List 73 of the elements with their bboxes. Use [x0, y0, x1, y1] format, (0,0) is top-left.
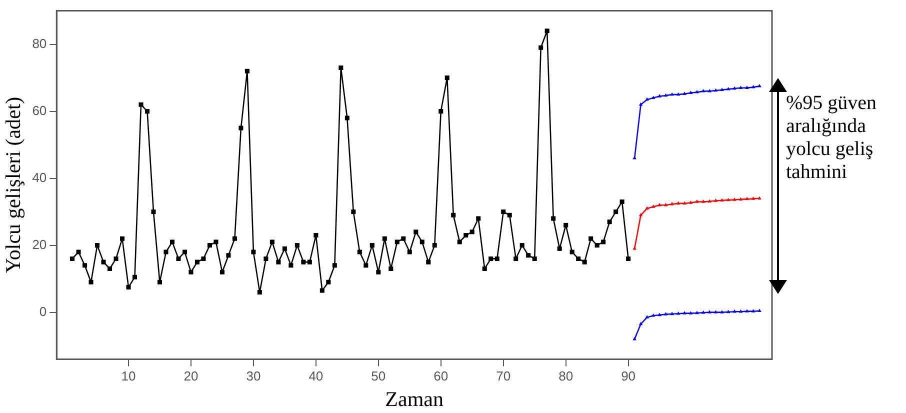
point [664, 202, 668, 206]
point [638, 102, 643, 106]
point [645, 206, 649, 210]
point [676, 311, 680, 315]
point [738, 86, 743, 89]
point [726, 198, 730, 202]
point [645, 315, 649, 318]
x-tick-label: 60 [434, 368, 448, 384]
point [676, 201, 680, 205]
x-tick-label: 80 [558, 368, 574, 384]
point [751, 84, 756, 88]
point [720, 198, 724, 202]
y-tick-label: 40 [32, 170, 47, 185]
y-tick-label: 80 [32, 36, 47, 51]
point [688, 200, 693, 204]
x-tick-label: 30 [246, 368, 261, 384]
point [651, 96, 656, 99]
point [664, 312, 668, 316]
point [720, 310, 724, 314]
point [695, 200, 699, 203]
point [714, 310, 718, 314]
point [720, 88, 724, 91]
point [745, 309, 749, 312]
x-tick-label: 90 [621, 368, 636, 384]
point [751, 309, 756, 312]
y-tick-label: 60 [32, 102, 47, 118]
point [708, 89, 712, 92]
point [651, 313, 656, 317]
point [682, 311, 686, 314]
point [758, 308, 762, 312]
point [726, 310, 730, 314]
y-axis-title: Yolcu gelişleri (adet) [1, 96, 26, 274]
x-axis-title: Zaman [385, 386, 444, 411]
point [638, 322, 643, 326]
point [732, 86, 736, 90]
y-tick-label: 20 [32, 236, 47, 252]
point [664, 93, 668, 97]
point [632, 156, 636, 160]
point [651, 204, 656, 208]
point [745, 86, 749, 89]
point [632, 246, 636, 250]
point [645, 97, 649, 101]
x-tick-label: 70 [496, 368, 511, 384]
text: %95 güven aralığında yolcu geliş tahmini [786, 92, 878, 184]
point [658, 94, 662, 98]
point [682, 201, 686, 205]
point [676, 92, 680, 96]
point [738, 197, 743, 201]
x-tick-label: 50 [371, 368, 386, 384]
point [758, 84, 762, 88]
point [732, 198, 736, 201]
point [688, 311, 693, 314]
point [726, 86, 730, 90]
point [638, 212, 643, 216]
point [708, 310, 712, 314]
point [751, 196, 756, 200]
point [695, 310, 699, 314]
point [714, 88, 718, 92]
point [695, 90, 699, 94]
x-tick-label: 20 [184, 368, 198, 384]
point [701, 89, 706, 92]
point [701, 200, 706, 203]
x-tick-label: 10 [121, 368, 136, 384]
point [688, 90, 693, 94]
point [714, 198, 718, 202]
x-tick-label: 40 [308, 368, 324, 384]
point [670, 312, 674, 316]
point [758, 196, 762, 200]
point [708, 199, 712, 203]
point [682, 92, 686, 95]
point [658, 312, 662, 316]
point [670, 92, 674, 96]
y-tick-label: 0 [39, 304, 47, 319]
